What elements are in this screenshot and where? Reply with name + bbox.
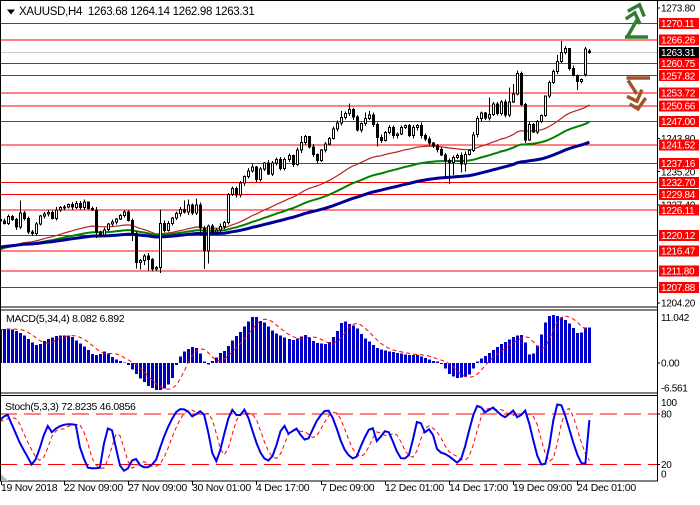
svg-text:1266.26: 1266.26 — [661, 36, 696, 47]
svg-text:XAUUSD,H4 1263.68 1264.14 126: XAUUSD,H4 1263.68 1264.14 1262.98 1263.3… — [19, 6, 254, 18]
svg-text:1237.16: 1237.16 — [661, 159, 696, 170]
svg-text:0: 0 — [661, 470, 667, 481]
svg-text:1229.84: 1229.84 — [661, 190, 696, 201]
svg-text:14 Dec 17:00: 14 Dec 17:00 — [449, 482, 508, 494]
svg-text:4 Dec 17:00: 4 Dec 17:00 — [256, 482, 310, 494]
svg-text:1241.52: 1241.52 — [661, 141, 696, 152]
svg-text:1273.80: 1273.80 — [661, 4, 696, 15]
svg-text:0.00: 0.00 — [661, 359, 680, 370]
svg-text:80: 80 — [661, 410, 672, 421]
svg-text:1263.31: 1263.31 — [661, 48, 696, 59]
svg-text:11.042: 11.042 — [661, 313, 690, 324]
svg-text:22 Nov 09:00: 22 Nov 09:00 — [64, 482, 123, 494]
svg-text:20: 20 — [661, 460, 672, 471]
svg-text:27 Nov 09:00: 27 Nov 09:00 — [128, 482, 187, 494]
svg-text:1270.11: 1270.11 — [661, 19, 695, 30]
svg-text:1226.11: 1226.11 — [661, 206, 695, 217]
svg-text:1211.80: 1211.80 — [661, 267, 695, 278]
svg-text:1220.12: 1220.12 — [661, 231, 696, 242]
svg-text:1247.00: 1247.00 — [661, 117, 696, 128]
svg-text:1204.20: 1204.20 — [661, 299, 696, 310]
svg-text:1260.75: 1260.75 — [661, 59, 696, 70]
svg-text:1235.20: 1235.20 — [661, 167, 696, 178]
svg-text:1207.88: 1207.88 — [661, 283, 696, 294]
svg-text:Stoch(5,3,3) 72.8235 46.0856: Stoch(5,3,3) 72.8235 46.0856 — [5, 401, 136, 413]
svg-text:MACD(5,34,4) 8.082 6.892: MACD(5,34,4) 8.082 6.892 — [6, 313, 125, 325]
svg-text:30 Nov 01:00: 30 Nov 01:00 — [192, 482, 251, 494]
svg-text:24 Dec 01:00: 24 Dec 01:00 — [577, 482, 636, 494]
svg-text:100: 100 — [661, 398, 678, 409]
svg-text:1216.47: 1216.47 — [661, 247, 696, 258]
svg-text:1250.66: 1250.66 — [661, 102, 696, 113]
svg-text:19 Dec 09:00: 19 Dec 09:00 — [513, 482, 572, 494]
svg-text:1232.70: 1232.70 — [661, 178, 696, 189]
svg-text:12 Dec 01:00: 12 Dec 01:00 — [385, 482, 444, 494]
svg-text:7 Dec 09:00: 7 Dec 09:00 — [321, 482, 375, 494]
svg-text:19 Nov 2018: 19 Nov 2018 — [1, 482, 58, 494]
svg-text:-6.561: -6.561 — [661, 384, 688, 395]
svg-text:1257.82: 1257.82 — [661, 71, 696, 82]
svg-text:1253.72: 1253.72 — [661, 89, 696, 100]
